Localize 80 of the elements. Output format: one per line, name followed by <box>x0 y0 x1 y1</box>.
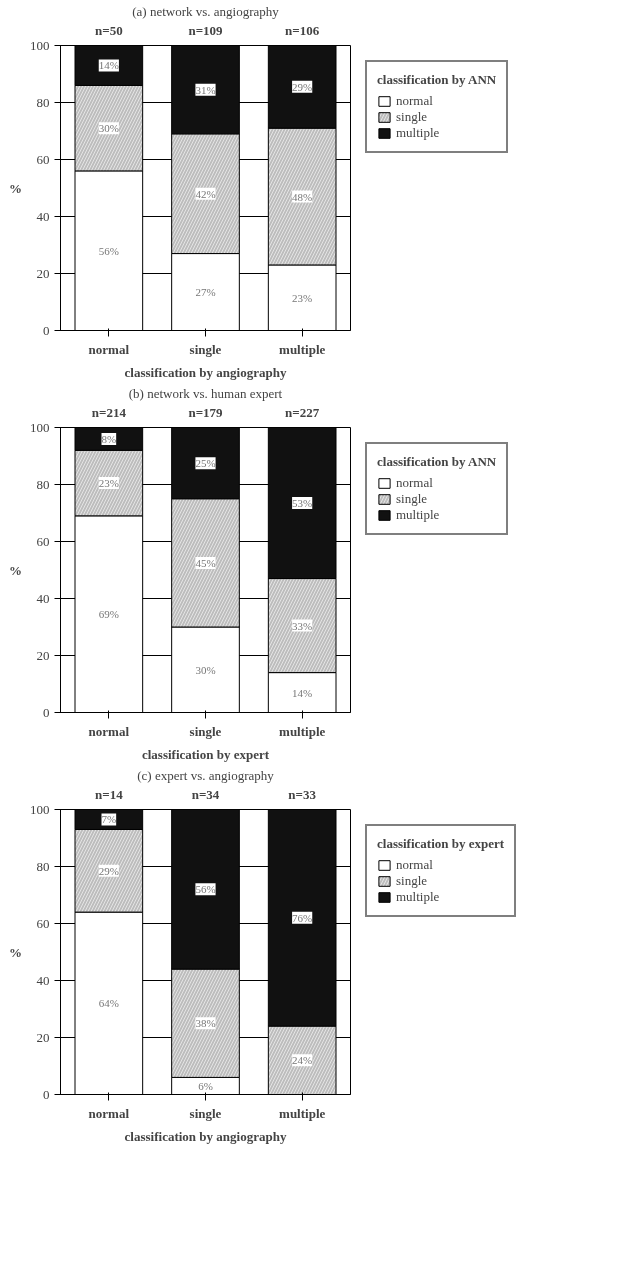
x-tick-label: normal <box>88 723 130 739</box>
y-tick-label: 0 <box>43 322 50 338</box>
annotation: n=109 <box>188 22 224 38</box>
annotation: n=106 <box>285 22 320 38</box>
y-tick-label: 20 <box>36 1029 50 1045</box>
data-label: 23% <box>98 477 119 490</box>
y-axis-title: % <box>9 562 22 578</box>
y-tick-label: 100 <box>30 801 50 817</box>
data-label: 53% <box>292 497 313 510</box>
y-tick-label: 0 <box>43 704 50 720</box>
legend-label: single <box>396 873 428 889</box>
y-tick-label: 40 <box>36 590 50 606</box>
x-axis-title: classification by angiography <box>124 1128 287 1144</box>
y-tick-label: 20 <box>36 265 50 281</box>
data-label: 24% <box>292 1054 313 1067</box>
data-label: 48% <box>292 190 313 203</box>
legend-title: classification by ANN <box>377 454 497 470</box>
chart-title: (b) network vs. human expert <box>128 385 283 401</box>
annotation: n=50 <box>95 22 123 38</box>
y-tick-label: 80 <box>36 476 50 492</box>
data-label: 76% <box>292 911 313 924</box>
data-label: 27% <box>195 286 216 299</box>
y-axis-title: % <box>9 180 22 196</box>
legend-label: multiple <box>396 125 440 141</box>
legend-label: normal <box>396 857 433 873</box>
y-tick-label: 40 <box>36 972 50 988</box>
data-label: 14% <box>292 686 313 699</box>
data-label: 30% <box>98 122 119 135</box>
annotation: n=179 <box>188 404 224 420</box>
annotation: n=14 <box>95 786 124 802</box>
x-tick-label: multiple <box>279 341 326 357</box>
data-label: 33% <box>292 619 313 632</box>
chart-title: (c) expert vs. angiography <box>137 767 275 783</box>
annotation: n=34 <box>191 786 220 802</box>
legend-label: single <box>396 109 428 125</box>
legend-title: classification by expert <box>377 836 505 852</box>
y-tick-label: 80 <box>36 858 50 874</box>
data-label: 29% <box>98 864 119 877</box>
y-tick-label: 0 <box>43 1086 50 1102</box>
x-axis-title: classification by angiography <box>124 364 287 380</box>
x-tick-label: normal <box>88 341 130 357</box>
y-tick-label: 60 <box>36 533 50 549</box>
y-tick-label: 20 <box>36 647 50 663</box>
data-label: 6% <box>198 1079 213 1092</box>
data-label: 42% <box>195 187 216 200</box>
data-label: 30% <box>195 663 216 676</box>
data-label: 69% <box>98 608 119 621</box>
y-tick-label: 60 <box>36 915 50 931</box>
data-label: 23% <box>292 291 313 304</box>
data-label: 45% <box>195 556 216 569</box>
data-label: 8% <box>101 432 117 445</box>
y-axis-title: % <box>9 944 22 960</box>
legend-label: normal <box>396 475 433 491</box>
data-label: 7% <box>101 813 117 826</box>
y-tick-label: 40 <box>36 208 50 224</box>
legend-title: classification by ANN <box>377 72 497 88</box>
data-label: 29% <box>292 80 313 93</box>
data-label: 38% <box>195 1017 216 1030</box>
y-tick-label: 60 <box>36 151 50 167</box>
legend-label: multiple <box>396 889 440 905</box>
legend-label: single <box>396 491 428 507</box>
chart-title: (a) network vs. angiography <box>132 3 280 19</box>
x-tick-label: multiple <box>279 1105 326 1121</box>
x-tick-label: multiple <box>279 723 326 739</box>
y-tick-label: 100 <box>30 419 50 435</box>
data-label: 64% <box>98 997 119 1010</box>
y-tick-label: 100 <box>30 37 50 53</box>
annotation: n=214 <box>91 404 127 420</box>
annotation: n=33 <box>288 786 317 802</box>
x-tick-label: single <box>189 723 222 739</box>
x-tick-label: single <box>189 1105 222 1121</box>
legend-label: normal <box>396 93 433 109</box>
x-axis-title: classification by expert <box>141 746 270 762</box>
legend-label: multiple <box>396 507 440 523</box>
x-tick-label: single <box>189 341 222 357</box>
data-label: 56% <box>98 244 119 257</box>
x-tick-label: normal <box>88 1105 130 1121</box>
data-label: 14% <box>98 59 119 72</box>
annotation: n=227 <box>285 404 320 420</box>
y-tick-label: 80 <box>36 94 50 110</box>
